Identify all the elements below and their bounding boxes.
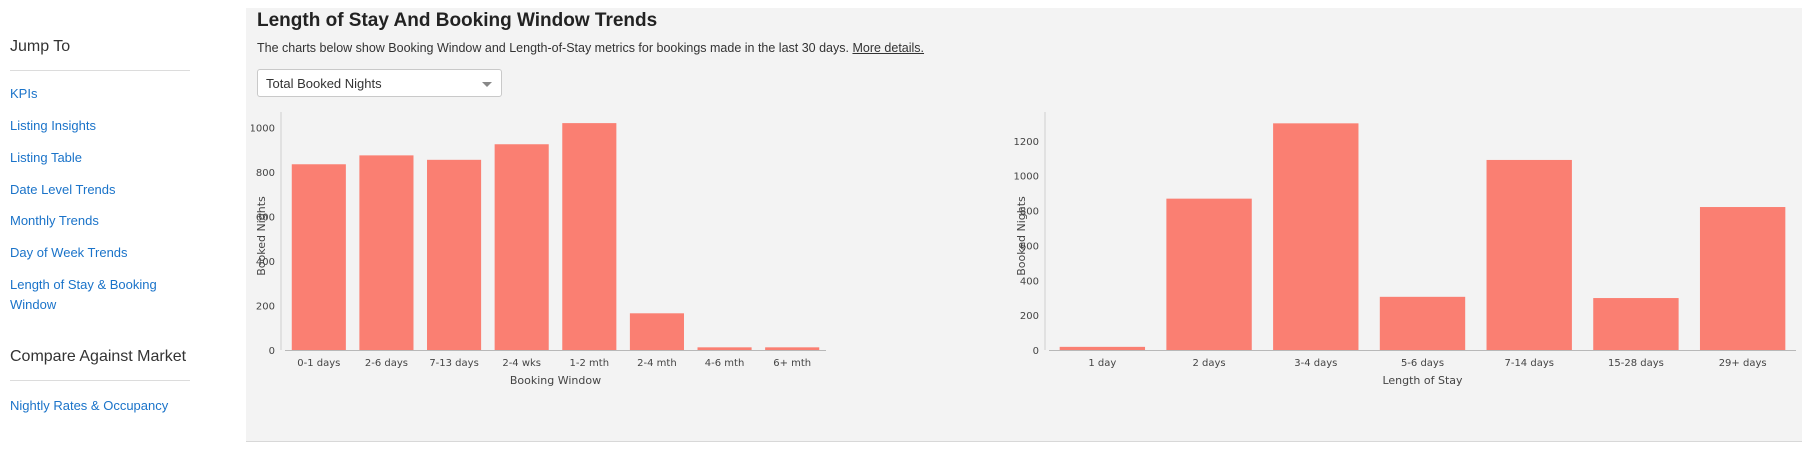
y-tick-label: 800: [1020, 207, 1039, 218]
chevron-down-icon: [482, 82, 492, 87]
x-axis-title: Length of Stay: [1382, 374, 1463, 387]
y-tick-label: 0: [269, 346, 275, 357]
bar-15-28-days[interactable]: [1593, 298, 1679, 350]
bar-6-mth[interactable]: [765, 347, 820, 350]
x-tick-label: 1-2 mth: [570, 358, 610, 369]
x-tick-label: 5-6 days: [1401, 358, 1444, 369]
metric-select[interactable]: Total Booked Nights: [257, 69, 502, 97]
bar-1-2-mth[interactable]: [562, 123, 617, 351]
bar-29-days[interactable]: [1699, 207, 1786, 350]
bar-2-4-mth[interactable]: [629, 313, 684, 350]
x-tick-label: 7-13 days: [429, 358, 478, 369]
y-tick-label: 600: [1020, 241, 1039, 252]
x-tick-label: 2-4 wks: [502, 358, 541, 369]
x-tick-label: 0-1 days: [297, 358, 340, 369]
x-tick-label: 15-28 days: [1608, 358, 1664, 369]
y-axis-title: Booked Nights: [255, 196, 268, 276]
panel-description: The charts below show Booking Window and…: [257, 41, 924, 55]
x-tick-label: 2-4 mth: [637, 358, 677, 369]
panel-description-text: The charts below show Booking Window and…: [257, 41, 849, 55]
x-tick-label: 7-14 days: [1504, 358, 1553, 369]
x-tick-label: 3-4 days: [1294, 358, 1337, 369]
bar-2-4-wks[interactable]: [494, 144, 549, 350]
bar-5-6-days[interactable]: [1379, 296, 1466, 350]
sidebar-link-listing-insights[interactable]: Listing Insights: [10, 118, 96, 133]
more-details-link[interactable]: More details.: [852, 41, 925, 55]
bar-1-day[interactable]: [1059, 346, 1146, 350]
y-tick-label: 400: [256, 257, 275, 268]
bar-3-4-days[interactable]: [1273, 123, 1359, 350]
y-tick-label: 1000: [1014, 172, 1039, 183]
y-tick-label: 1000: [251, 124, 275, 135]
y-tick-label: 800: [256, 168, 275, 179]
bar-2-6-days[interactable]: [359, 155, 414, 350]
booking-window-chart: 0 200 400 600 800 1000 0-1 days 2-6 days 7-13 da…: [251, 112, 826, 387]
bar-7-13-days[interactable]: [427, 159, 482, 350]
sidebar-link-monthly-trends[interactable]: Monthly Trends: [10, 213, 99, 228]
sidebar-link-date-level-trends[interactable]: Date Level Trends: [10, 182, 116, 197]
y-tick-label: 1200: [1014, 137, 1039, 148]
sidebar-divider: [10, 70, 190, 71]
sidebar-link-listing-table[interactable]: Listing Table: [10, 150, 83, 165]
x-axis-title: Booking Window: [510, 374, 601, 387]
compare-against-market-heading: Compare Against Market: [10, 348, 187, 365]
y-tick-label: 200: [1020, 311, 1039, 322]
y-axis-title: Booked Nights: [1015, 196, 1028, 276]
y-tick-label: 400: [1020, 276, 1039, 287]
length-of-stay-chart: 0 200 400 600 800 1000 1200 1 day 2 days 3-4 days…: [1014, 112, 1796, 387]
y-tick-label: 0: [1033, 346, 1039, 357]
sidebar-link-length-of-stay[interactable]: Length of Stay & Booking Window: [10, 277, 157, 312]
sidebar: Jump To KPIs Listing Insights Listing Ta…: [0, 0, 200, 450]
x-tick-label: 2-6 days: [365, 358, 408, 369]
bar-2-days[interactable]: [1166, 198, 1252, 350]
x-tick-label: 1 day: [1088, 358, 1116, 369]
x-tick-label: 29+ days: [1719, 358, 1767, 369]
y-tick-label: 200: [256, 302, 275, 313]
bar-4-6-mth[interactable]: [697, 347, 752, 350]
sidebar-link-kpis[interactable]: KPIs: [10, 86, 38, 101]
sidebar-link-nightly-rates[interactable]: Nightly Rates & Occupancy: [10, 398, 169, 413]
sidebar-divider: [10, 380, 190, 381]
jump-to-heading: Jump To: [10, 38, 71, 55]
bar-7-14-days[interactable]: [1486, 159, 1572, 350]
y-tick-label: 600: [256, 213, 275, 224]
sidebar-link-day-of-week-trends[interactable]: Day of Week Trends: [10, 245, 128, 260]
length-of-stay-panel: Length of Stay And Booking Window Trends…: [246, 8, 1802, 442]
x-tick-label: 4-6 mth: [705, 358, 745, 369]
bar-0-1-days[interactable]: [291, 164, 346, 350]
panel-title: Length of Stay And Booking Window Trends: [257, 10, 658, 31]
x-tick-label: 2 days: [1192, 358, 1225, 369]
metric-select-value: Total Booked Nights: [266, 76, 382, 91]
x-tick-label: 6+ mth: [773, 358, 811, 369]
